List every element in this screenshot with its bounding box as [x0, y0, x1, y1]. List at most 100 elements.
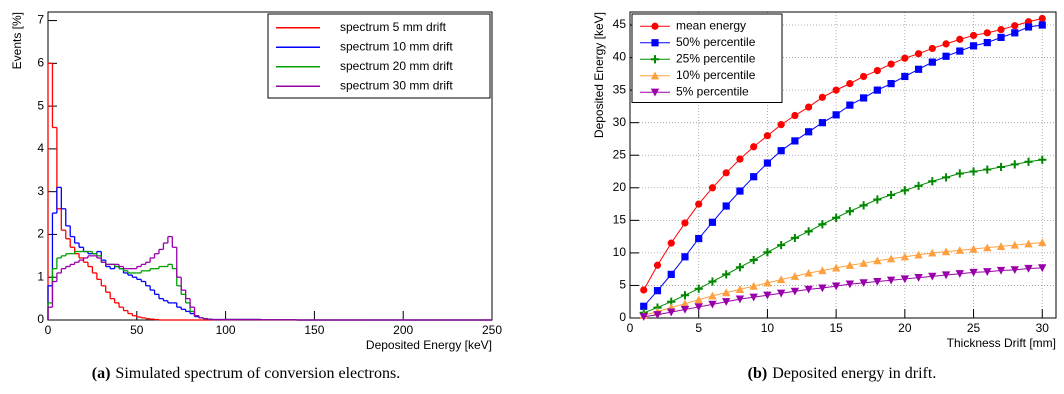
y-tick-label: 25 [613, 147, 627, 161]
marker [996, 162, 1006, 172]
y-tick-label: 20 [613, 180, 627, 194]
marker [1024, 264, 1033, 273]
marker [776, 275, 786, 284]
x-tick-label: 50 [130, 323, 144, 337]
marker [1038, 14, 1046, 23]
marker [694, 303, 703, 312]
marker [1038, 264, 1047, 273]
marker [942, 40, 950, 48]
marker [886, 276, 896, 285]
y-tick-label: 7 [37, 13, 44, 27]
marker [777, 240, 786, 250]
x-tick-label: 0 [45, 323, 52, 337]
marker [914, 65, 923, 73]
marker [653, 311, 662, 319]
marker [791, 111, 799, 120]
y-tick-label: 5 [619, 278, 626, 292]
marker [695, 234, 703, 243]
marker [1010, 240, 1019, 249]
marker [1024, 239, 1033, 248]
y-tick-label: 30 [613, 115, 627, 129]
marker [667, 270, 675, 278]
legend-label: spectrum 5 mm drift [340, 20, 447, 34]
y-tick-label: 4 [37, 141, 44, 155]
marker [651, 39, 659, 47]
marker [708, 300, 717, 309]
marker [845, 207, 854, 216]
marker [832, 111, 840, 119]
marker [763, 132, 772, 140]
marker [722, 169, 730, 177]
marker [790, 233, 800, 243]
marker [983, 243, 992, 252]
marker [955, 169, 964, 178]
y-tick-label: 1 [37, 269, 44, 283]
marker [996, 266, 1006, 275]
marker [680, 299, 690, 308]
marker [955, 246, 965, 254]
legend-label: spectrum 20 mm drift [340, 59, 453, 73]
marker [845, 280, 855, 289]
marker [667, 239, 675, 247]
marker [873, 256, 882, 265]
marker [941, 173, 951, 182]
marker [832, 213, 841, 222]
marker [873, 277, 882, 286]
marker [650, 88, 660, 97]
marker [942, 52, 950, 60]
marker [695, 200, 703, 208]
marker [653, 261, 662, 269]
marker [928, 272, 937, 281]
caption-label: (a) [92, 365, 111, 382]
x-tick-label: 200 [393, 323, 413, 337]
x-tick-label: 30 [1036, 321, 1050, 335]
marker [708, 184, 717, 192]
y-tick-label: 0 [37, 312, 44, 326]
marker [983, 165, 992, 174]
legend-label: spectrum 10 mm drift [340, 39, 453, 53]
marker [681, 253, 689, 261]
series-line [643, 241, 1043, 316]
marker [777, 121, 785, 129]
marker [736, 155, 744, 163]
marker [818, 93, 826, 101]
marker [956, 35, 964, 43]
marker [831, 282, 841, 291]
marker [650, 71, 660, 80]
marker [901, 72, 909, 81]
marker [928, 177, 937, 186]
marker [639, 313, 648, 321]
marker [651, 22, 659, 30]
marker [1038, 238, 1047, 247]
legend-label: mean energy [676, 18, 746, 32]
marker [983, 268, 992, 276]
marker [914, 250, 923, 259]
caption: (b) Deposited energy in drift. [748, 365, 937, 382]
marker [845, 261, 855, 269]
marker [941, 247, 951, 256]
x-tick-label: 5 [695, 321, 702, 335]
marker [749, 281, 758, 290]
marker [832, 86, 840, 94]
marker [846, 80, 854, 88]
y-tick-label: 6 [37, 56, 44, 70]
y-tick-label: 3 [37, 184, 44, 198]
legend-label: 10% percentile [676, 68, 756, 82]
marker [818, 220, 827, 229]
marker [873, 195, 882, 204]
marker [1024, 23, 1033, 31]
y-tick-label: 35 [613, 82, 627, 96]
x-tick-label: 0 [627, 321, 634, 335]
marker [969, 167, 978, 176]
marker [873, 86, 881, 94]
marker [722, 202, 730, 210]
caption-label: (b) [748, 365, 768, 382]
marker [735, 295, 745, 304]
marker [831, 263, 841, 272]
marker [983, 39, 991, 47]
marker [640, 286, 648, 294]
marker [818, 284, 827, 293]
y-tick-label: 15 [613, 213, 627, 227]
marker [914, 274, 923, 282]
